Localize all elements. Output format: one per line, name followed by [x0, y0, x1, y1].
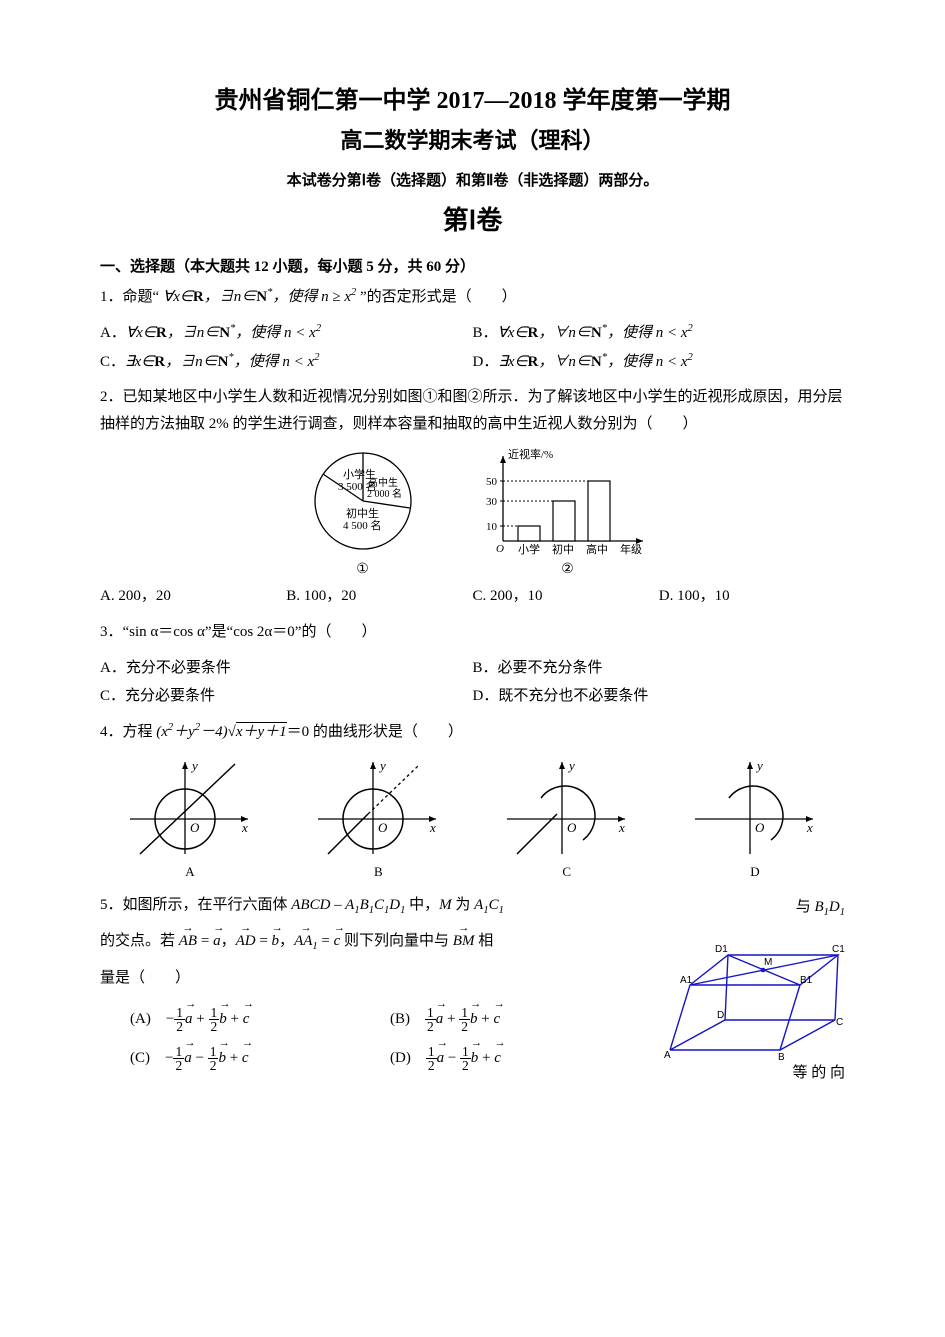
- q2-bar-caption: ②: [478, 561, 658, 578]
- svg-text:D: D: [717, 1010, 724, 1021]
- svg-text:D1: D1: [715, 944, 728, 955]
- svg-text:C1: C1: [832, 944, 845, 955]
- q4-label-d: D: [685, 864, 825, 880]
- q5-block: 5．如图所示，在平行六面体 ABCD – A1B1C1D1 中，M 为 A1C1…: [100, 884, 845, 1088]
- q3-opt-b: B．必要不充分条件: [473, 654, 846, 683]
- q3-opt-d: D．既不充分也不必要条件: [473, 682, 846, 711]
- q5-stem-3: 量是（ ）: [100, 965, 650, 992]
- svg-text:O: O: [496, 543, 504, 555]
- q2-bar: 近视率/% 10 30 50 O 小学 初中 高中 年级: [478, 446, 658, 578]
- q4-label-a: A: [120, 864, 260, 880]
- q4-graph-d: O x y D: [685, 754, 825, 880]
- q1-opt-c: C．∃x∈R，∃n∈N*，使得 n < x2: [100, 348, 473, 377]
- q1-opt-b: B．∀x∈R，∀n∈N*，使得 n < x2: [473, 319, 846, 348]
- svg-text:30: 30: [486, 496, 498, 508]
- svg-text:x: x: [429, 820, 436, 835]
- q3-stem: 3．“sin α＝cos α”是“cos 2α＝0”的（ ）: [100, 619, 845, 646]
- q5-opt-b: (B) 12a + 12b + c: [390, 1000, 650, 1039]
- q5-cuboid: A B C D A1 B1 C1 D1 M: [660, 930, 845, 1060]
- svg-text:M: M: [764, 957, 772, 968]
- q5-stem-2: 的交点。若 AB = a，AD = b，AA1 = c 则下列向量中与 BM 相: [100, 928, 650, 957]
- q5-opt-c: (C) −12a − 12b + c: [130, 1039, 390, 1078]
- svg-text:初中生: 初中生: [346, 506, 379, 520]
- q4-graph-b: O x y B: [308, 754, 448, 880]
- svg-text:10: 10: [486, 521, 498, 533]
- svg-text:2 000 名: 2 000 名: [367, 487, 402, 500]
- svg-text:年级: 年级: [620, 542, 642, 556]
- svg-text:y: y: [567, 758, 575, 773]
- svg-text:x: x: [241, 820, 248, 835]
- svg-text:y: y: [190, 758, 198, 773]
- q2-options: A. 200，20 B. 100，20 C. 200，10 D. 100，10: [100, 582, 845, 611]
- section-heading: 一、选择题（本大题共 12 小题，每小题 5 分，共 60 分）: [100, 255, 845, 276]
- q2-opt-a: A. 200，20: [100, 582, 286, 611]
- q4-label-b: B: [308, 864, 448, 880]
- q5-options: (A) −12a + 12b + c (B) 12a + 12b + c (C)…: [130, 1000, 650, 1078]
- q1-stem-pre: 1．命题“: [100, 289, 159, 305]
- page-title-2: 高二数学期末考试（理科）: [100, 123, 845, 155]
- page-subtitle: 本试卷分第Ⅰ卷（选择题）和第Ⅱ卷（非选择题）两部分。: [100, 169, 845, 190]
- q2-opt-d: D. 100，10: [659, 582, 845, 611]
- q5-right-col: 与 B1D1: [660, 884, 845, 1088]
- q2-opt-b: B. 100，20: [286, 582, 472, 611]
- svg-text:O: O: [567, 820, 577, 835]
- q2-figures: 小学生 3 500 名 高中生 2 000 名 初中生 4 500 名 ① 近视…: [100, 446, 845, 578]
- juan-heading: 第Ⅰ卷: [100, 200, 845, 237]
- svg-text:C: C: [836, 1017, 843, 1028]
- q5-tail-1: 与 B1D1: [660, 894, 845, 923]
- q2-pie: 小学生 3 500 名 高中生 2 000 名 初中生 4 500 名 ①: [288, 446, 438, 578]
- svg-text:O: O: [190, 820, 200, 835]
- q2-pie-caption: ①: [288, 561, 438, 578]
- svg-text:4 500 名: 4 500 名: [343, 518, 382, 532]
- q2-opt-c: C. 200，10: [473, 582, 659, 611]
- q5-opt-a: (A) −12a + 12b + c: [130, 1000, 390, 1039]
- q2-stem: 2．已知某地区中小学生人数和近视情况分别如图①和图②所示．为了解该地区中小学生的…: [100, 384, 845, 438]
- q3-options: A．充分不必要条件 B．必要不充分条件 C．充分必要条件 D．既不充分也不必要条…: [100, 654, 845, 711]
- svg-text:高中生: 高中生: [368, 476, 398, 489]
- q1-opt-a: A．∀x∈R，∃n∈N*，使得 n < x2: [100, 319, 473, 348]
- q1-opt-d: D．∃x∈R，∀n∈N*，使得 n < x2: [473, 348, 846, 377]
- q3-opt-a: A．充分不必要条件: [100, 654, 473, 683]
- svg-text:x: x: [806, 820, 813, 835]
- q1-options: A．∀x∈R，∃n∈N*，使得 n < x2 B．∀x∈R，∀n∈N*，使得 n…: [100, 319, 845, 376]
- q1-stem: 1．命题“ ∀x∈R，∃n∈N*，使得 n ≥ x2 ”的否定形式是（ ）: [100, 284, 845, 311]
- svg-text:B: B: [778, 1052, 785, 1060]
- svg-text:O: O: [755, 820, 765, 835]
- q4-graphs: O x y A O x y B: [120, 754, 825, 880]
- q3-opt-c: C．充分必要条件: [100, 682, 473, 711]
- q1-stem-post: ”的否定形式是（ ）: [360, 289, 517, 305]
- svg-text:y: y: [378, 758, 386, 773]
- svg-text:小学: 小学: [518, 542, 540, 556]
- svg-text:x: x: [618, 820, 625, 835]
- svg-text:A1: A1: [680, 975, 693, 986]
- q4-graph-a: O x y A: [120, 754, 260, 880]
- svg-text:初中: 初中: [552, 542, 574, 556]
- q1-stem-math: ∀x∈R，∃n∈N*，使得 n ≥ x2: [163, 289, 356, 305]
- q5-stem-1: 5．如图所示，在平行六面体 ABCD – A1B1C1D1 中，M 为 A1C1: [100, 892, 650, 921]
- svg-text:y: y: [755, 758, 763, 773]
- svg-text:高中: 高中: [586, 542, 608, 556]
- svg-text:B1: B1: [800, 975, 813, 986]
- page-title-1: 贵州省铜仁第一中学 2017—2018 学年度第一学期: [100, 80, 845, 115]
- q5-opt-d: (D) 12a − 12b + c: [390, 1039, 650, 1078]
- svg-text:近视率/%: 近视率/%: [508, 447, 553, 461]
- svg-text:50: 50: [486, 476, 498, 488]
- q4-stem: 4．方程 (x2＋y2－4)√x＋y＋1＝0 的曲线形状是（ ）: [100, 719, 845, 746]
- q4-label-c: C: [497, 864, 637, 880]
- q5-tail-2: 等 的 向: [660, 1060, 845, 1087]
- svg-text:O: O: [378, 820, 388, 835]
- q4-graph-c: O x y C: [497, 754, 637, 880]
- svg-text:A: A: [664, 1050, 671, 1060]
